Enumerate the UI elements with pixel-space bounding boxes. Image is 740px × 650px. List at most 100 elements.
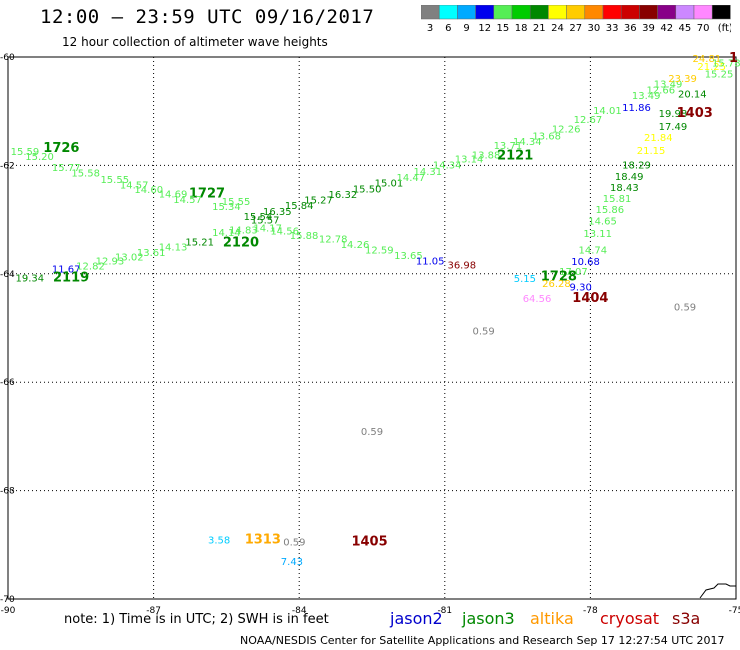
- wave-height-label: 3.58: [208, 535, 230, 546]
- pass-time-label: 2120: [223, 235, 259, 250]
- x-tick-label: -75: [729, 606, 740, 616]
- wave-height-label: 15.01: [375, 179, 404, 190]
- wave-height-label: 15.58: [71, 168, 100, 179]
- color-scale-label: 21: [533, 23, 546, 34]
- color-scale-label: 39: [642, 23, 655, 34]
- wave-height-label: 14.74: [579, 245, 608, 256]
- wave-height-label: 14.83: [229, 225, 258, 236]
- color-scale-label: 24: [551, 23, 564, 34]
- x-tick-label: -78: [583, 606, 598, 616]
- wave-height-label: 21.84: [644, 133, 673, 144]
- grid-lines: [8, 57, 736, 599]
- y-tick-label: -60: [0, 53, 15, 63]
- wave-height-label: 0.59: [472, 327, 494, 338]
- wave-height-label: 20.14: [678, 89, 707, 100]
- color-scale-label: 33: [606, 23, 619, 34]
- color-scale-label: 12: [478, 23, 491, 34]
- wave-height-label: 19.34: [16, 274, 45, 285]
- wave-height-label: 14.57: [173, 195, 202, 206]
- wave-height-label: 15.25: [705, 69, 734, 80]
- x-tick-label: -84: [292, 606, 307, 616]
- x-tick-label: -90: [1, 606, 16, 616]
- color-scale-label: 42: [660, 23, 673, 34]
- page-title: 12:00 — 23:59 UTC 09/16/2017: [40, 6, 375, 28]
- wave-height-label: 12.67: [574, 115, 603, 126]
- legend-entry-jason2: jason2: [390, 609, 443, 628]
- wave-height-label: 14.17: [253, 224, 282, 235]
- pass-time-label: 2119: [53, 271, 89, 286]
- color-swatch: [711, 5, 731, 20]
- wave-height-label: 16.32: [329, 190, 358, 201]
- wave-height-label: 14.26: [341, 240, 370, 251]
- wave-height-label: 18.29: [622, 160, 651, 171]
- wave-height-label: 14.56: [270, 226, 299, 237]
- wave-height-label: 19.98: [659, 109, 688, 120]
- tick-labels: -90 -87 -84 -81 -78 -75 -60 -62 -64 -66 -68 -70: [0, 53, 740, 616]
- wave-height-label: 15.57: [251, 216, 280, 227]
- wave-height-label: 15.55: [100, 175, 129, 186]
- wave-height-label: 16.35: [263, 207, 292, 218]
- wave-height-label: 15.27: [304, 196, 333, 207]
- legend-entry-cryosat: cryosat: [600, 609, 660, 628]
- wave-height-label: 15.34: [212, 202, 241, 213]
- wave-height-label: 12.59: [365, 245, 394, 256]
- pass-time-label: 1726: [43, 141, 79, 156]
- y-tick-label: -62: [0, 161, 15, 171]
- wave-height-label: 17.49: [659, 122, 688, 133]
- y-tick-label: -70: [0, 595, 15, 605]
- color-scale-label: 27: [569, 23, 582, 34]
- pass-time-label: 1313: [245, 532, 281, 547]
- wave-height-label: 18.43: [610, 183, 639, 194]
- wave-height-label: 23.39: [668, 74, 697, 85]
- wave-height-label: 14.01: [593, 106, 622, 117]
- wave-height-label: 14.69: [159, 190, 188, 201]
- pass-time-label: 2121: [497, 149, 533, 164]
- wave-height-label: 0.59: [283, 538, 305, 549]
- wave-height-label: 13.14: [455, 154, 484, 165]
- wave-height-label: 14.34: [433, 160, 462, 171]
- pass-time-label: 1403: [677, 106, 713, 121]
- plot-frame: [7, 56, 737, 600]
- footer-credit: NOAA/NESDIS Center for Satellite Applica…: [240, 634, 725, 647]
- wave-height-label: 13.68: [532, 132, 561, 143]
- wave-height-label: 64.56: [523, 294, 552, 305]
- wave-height-label: 11.86: [622, 103, 651, 114]
- wave-height-label: 13.02: [115, 252, 144, 263]
- wave-height-label: 9.30: [570, 282, 592, 293]
- wave-height-label: 24.81: [693, 54, 722, 65]
- wave-height-label: 11.05: [416, 256, 445, 267]
- color-scale-label: 18: [515, 23, 528, 34]
- wave-height-label: 15.50: [353, 185, 382, 196]
- wave-height-label: 14.34: [513, 137, 542, 148]
- pass-time-label: 1728: [541, 270, 577, 285]
- wave-height-label: 11.67: [52, 264, 81, 275]
- wave-height-label: 13.11: [583, 229, 612, 240]
- wave-height-label: 15.21: [185, 237, 214, 248]
- pass-time-label: 1: [729, 51, 738, 66]
- wave-height-label: 13.49: [632, 91, 661, 102]
- y-tick-label: -66: [0, 378, 15, 388]
- color-scale-label: 9: [463, 23, 469, 34]
- color-scale-label: 45: [679, 23, 692, 34]
- wave-height-label: 15.81: [603, 194, 632, 205]
- wave-height-label: 12.78: [319, 235, 348, 246]
- wave-height-label: 12.82: [76, 262, 105, 273]
- wave-height-label: 5.15: [514, 274, 536, 285]
- pass-time-label: 1405: [351, 535, 387, 550]
- wave-height-label: 15.20: [25, 152, 54, 163]
- wave-height-label: 14.14: [212, 228, 241, 239]
- wave-height-label: 12.66: [646, 86, 675, 97]
- wave-height-label: 12.93: [96, 256, 125, 267]
- coastline-fragment: [699, 583, 736, 599]
- legend-entry-jason3: jason3: [462, 609, 515, 628]
- footer-note: note: 1) Time is in UTC; 2) SWH is in fe…: [64, 612, 329, 627]
- color-scale-label: 70: [697, 23, 710, 34]
- wave-height-label: 14.47: [397, 173, 426, 184]
- color-scale-label: (ft): [718, 23, 731, 34]
- wave-height-label: 18.49: [615, 172, 644, 183]
- color-scale-label: 6: [445, 23, 451, 34]
- wave-height-label: 21.25: [697, 62, 726, 73]
- wave-height-label: 26.28: [542, 279, 571, 290]
- wave-height-label: 15.55: [222, 197, 251, 208]
- wave-height-label: 17.07: [559, 267, 588, 278]
